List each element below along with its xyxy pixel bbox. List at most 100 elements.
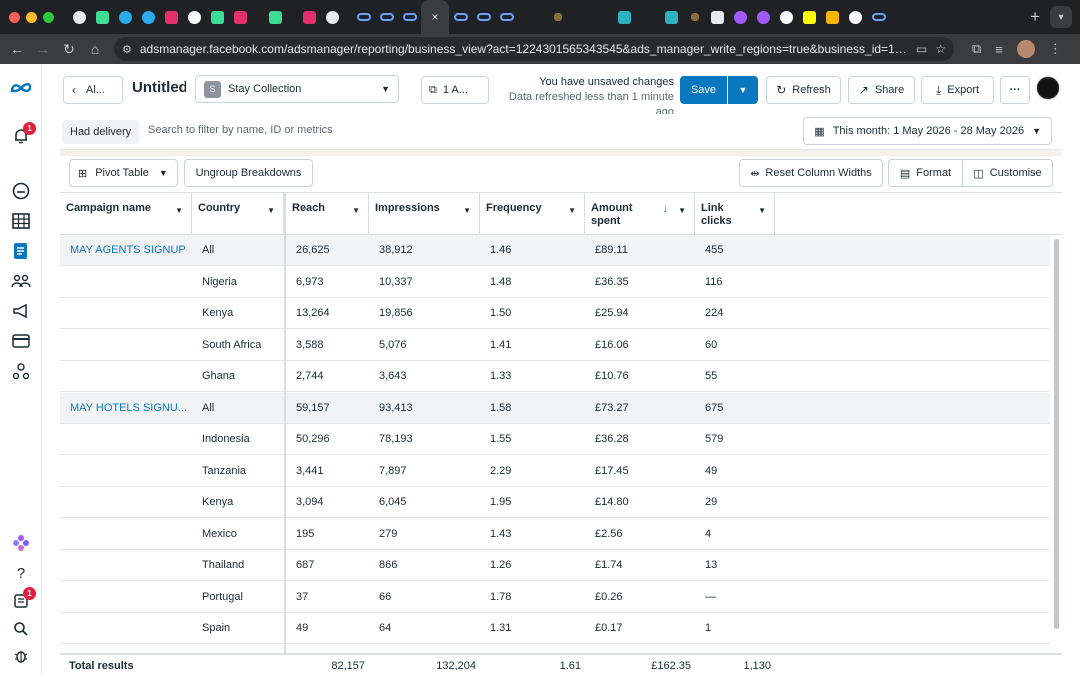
browser-tab[interactable] <box>229 0 252 34</box>
ungroup-breakdowns-button[interactable]: Ungroup Breakdowns <box>184 159 313 187</box>
column-header-amount-spent[interactable]: Amount spent ↓ ▼ <box>585 193 695 235</box>
browser-tab[interactable] <box>660 0 683 34</box>
customise-button[interactable]: ◫ Customise <box>962 159 1053 187</box>
ad-account-select[interactable]: S Stay Collection ▼ <box>195 75 399 103</box>
page-avatar[interactable] <box>1036 76 1060 100</box>
format-button[interactable]: ▤ Format <box>888 159 963 187</box>
back-to-reports-button[interactable]: ‹ Al... <box>63 76 123 104</box>
forward-arrow-icon[interactable]: → <box>36 41 50 57</box>
meta-tab[interactable] <box>495 0 518 34</box>
close-window-button[interactable] <box>9 11 20 23</box>
table-row[interactable]: Mexico 195 279 1.43 £2.56 4 <box>60 519 1050 550</box>
export-button[interactable]: ⤓ Export <box>921 76 994 104</box>
browser-menu-icon[interactable]: ⋮ <box>1048 41 1062 56</box>
chevron-down-icon[interactable]: ▼ <box>463 206 471 215</box>
table-row[interactable]: Tanzania 3,441 7,897 2.29 £17.45 49 <box>60 456 1050 487</box>
campaign-name-link[interactable]: MAY HOTELS SIGNU... <box>70 401 187 414</box>
vertical-scrollbar[interactable] <box>1054 239 1059 629</box>
browser-tab[interactable] <box>68 0 91 34</box>
notifications-bell-icon[interactable]: 1 <box>0 122 42 148</box>
had-delivery-filter-chip[interactable]: Had delivery <box>62 120 140 144</box>
browser-tab[interactable] <box>706 0 729 34</box>
share-button[interactable]: ↗ Share <box>848 76 915 104</box>
table-row[interactable]: Nigeria 6,973 10,337 1.48 £36.35 116 <box>60 267 1050 298</box>
media-icon[interactable]: ≡ <box>995 41 1003 57</box>
bookmark-star-icon[interactable]: ☆ <box>935 42 946 56</box>
browser-tab[interactable] <box>613 0 636 34</box>
extensions-icon[interactable]: ⧉ <box>972 41 982 56</box>
chevron-down-icon[interactable]: ▼ <box>352 206 360 215</box>
column-header-frequency[interactable]: Frequency ▼ <box>480 193 585 235</box>
browser-tab[interactable] <box>775 0 798 34</box>
date-range-picker[interactable]: ▦ This month: 1 May 2026 - 28 May 2026 ▼ <box>803 117 1052 145</box>
meta-logo-icon[interactable] <box>0 76 42 100</box>
new-tab-button[interactable]: + <box>1030 7 1040 26</box>
back-arrow-icon[interactable]: ← <box>10 41 24 57</box>
meta-tab[interactable] <box>449 0 472 34</box>
browser-tab[interactable] <box>91 0 114 34</box>
pivot-table-dropdown[interactable]: ⊞ Pivot Table ▼ <box>69 159 178 187</box>
meta-ai-flower-icon[interactable] <box>0 531 42 555</box>
audiences-people-icon[interactable] <box>0 269 42 293</box>
chevron-down-icon[interactable]: ▼ <box>267 206 275 215</box>
table-row[interactable]: Kenya 3,094 6,045 1.95 £14.80 29 <box>60 487 1050 518</box>
help-question-icon[interactable]: ? <box>16 564 26 582</box>
business-settings-icon[interactable] <box>0 359 42 383</box>
table-row[interactable]: South Africa 3,588 5,076 1.41 £16.06 60 <box>60 330 1050 361</box>
browser-tab[interactable] <box>683 0 706 34</box>
billing-card-icon[interactable] <box>0 329 42 353</box>
save-button[interactable]: Save <box>680 76 727 104</box>
save-options-chevron-icon[interactable]: ▼ <box>728 76 758 104</box>
profile-avatar[interactable] <box>1016 40 1035 58</box>
meta-tab[interactable] <box>375 0 398 34</box>
reload-icon[interactable]: ↻ <box>63 40 75 57</box>
table-row[interactable]: MAY HOTELS SIGNU... All 59,157 93,413 1.58 £7… <box>60 392 1050 424</box>
chevron-down-icon[interactable]: ▼ <box>175 206 183 215</box>
chevron-down-icon[interactable]: ▼ <box>678 206 686 215</box>
table-row[interactable]: MAY AGENTS SIGNUP All 26,625 38,912 1.46 £89.… <box>60 235 1050 266</box>
bug-report-icon[interactable] <box>0 644 42 668</box>
browser-tab[interactable] <box>321 0 344 34</box>
column-header-reach[interactable]: Reach ▼ <box>286 193 369 235</box>
table-row[interactable]: Ghana 2,744 3,643 1.33 £10.76 55 <box>60 361 1050 392</box>
tab-search-chevron-icon[interactable]: ▾ <box>1050 6 1072 28</box>
url-field[interactable]: ⚙ adsmanager.facebook.com/adsmanager/rep… <box>114 37 954 61</box>
table-grid-icon[interactable] <box>0 209 42 233</box>
sort-descending-arrow-icon[interactable]: ↓ <box>662 203 669 215</box>
browser-tab[interactable] <box>137 0 160 34</box>
chevron-down-icon[interactable]: ▼ <box>568 206 576 215</box>
browser-tab[interactable] <box>798 0 821 34</box>
report-title[interactable]: Untitled <box>132 79 186 96</box>
browser-tab[interactable] <box>298 0 321 34</box>
megaphone-icon[interactable] <box>0 299 42 323</box>
attribution-setting-button[interactable]: ⧉ 1 A... <box>421 76 489 104</box>
column-header-country[interactable]: Country ▼ <box>192 193 284 235</box>
active-tab-close-icon[interactable]: × <box>421 0 449 34</box>
column-header-campaign[interactable]: Campaign name ▼ <box>60 193 192 235</box>
dashboard-gauge-icon[interactable] <box>0 179 42 203</box>
table-row[interactable]: Spain 49 64 1.31 £0.17 1 <box>60 613 1050 644</box>
browser-tab[interactable] <box>183 0 206 34</box>
refresh-button[interactable]: ↻ Refresh <box>766 76 841 104</box>
column-header-link-clicks[interactable]: Link clicks ▼ <box>695 193 775 235</box>
chevron-down-icon[interactable]: ▼ <box>758 206 766 215</box>
notes-icon[interactable]: 1 <box>0 587 42 613</box>
browser-tab[interactable] <box>729 0 752 34</box>
browser-tab[interactable] <box>844 0 867 34</box>
meta-tab[interactable] <box>867 0 890 34</box>
meta-tab[interactable] <box>472 0 495 34</box>
filter-search-input[interactable]: Search to filter by name, ID or metrics <box>148 124 333 136</box>
browser-tab[interactable] <box>546 0 569 34</box>
table-row[interactable]: Thailand 687 866 1.26 £1.74 13 <box>60 550 1050 581</box>
reset-column-widths-button[interactable]: ⇹ Reset Column Widths <box>739 159 883 187</box>
maximize-window-button[interactable] <box>43 11 54 23</box>
browser-tab[interactable] <box>252 0 298 34</box>
table-row[interactable]: Kenya 13,264 19,856 1.50 £25.94 224 <box>60 298 1050 329</box>
table-row[interactable]: Indonesia 50,296 78,193 1.55 £36.28 579 <box>60 424 1050 455</box>
browser-tab[interactable] <box>752 0 775 34</box>
meta-tab[interactable] <box>352 0 375 34</box>
home-icon[interactable]: ⌂ <box>90 41 100 57</box>
reports-icon[interactable] <box>0 239 42 263</box>
browser-tab[interactable] <box>821 0 844 34</box>
column-header-impressions[interactable]: Impressions ▼ <box>369 193 480 235</box>
